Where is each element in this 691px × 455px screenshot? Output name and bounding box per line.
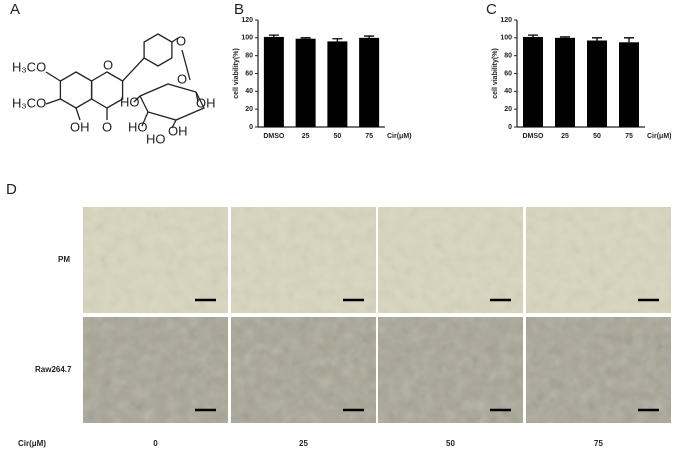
y-tick-label: 60 xyxy=(504,70,512,77)
atom-label: OH xyxy=(196,95,216,110)
atom-label: HO xyxy=(146,131,166,146)
error-bar xyxy=(624,37,634,43)
x-tick-label: 25 xyxy=(302,133,310,140)
y-tick-label: 100 xyxy=(241,35,253,42)
error-bar xyxy=(268,34,279,37)
x-axis-label: Cir(μM) xyxy=(387,133,412,140)
error-bar xyxy=(300,37,311,39)
error-bar xyxy=(364,35,375,38)
bar xyxy=(295,38,316,127)
y-tick-label: 40 xyxy=(504,88,512,95)
y-tick-label: 0 xyxy=(508,124,512,131)
y-tick-label: 120 xyxy=(500,17,512,24)
x-tick-label: 25 xyxy=(561,133,569,140)
structure-labels: H₃CO H₃CO OH O O O O HO OH HO HO OH xyxy=(12,33,216,146)
bar xyxy=(619,42,639,127)
column-label: 0 xyxy=(153,439,158,448)
atom-label: O xyxy=(102,119,112,134)
y-tick-label: 20 xyxy=(504,106,512,113)
atom-label: OH xyxy=(70,119,90,134)
x-tick-label: 50 xyxy=(333,133,341,140)
error-bar xyxy=(560,36,570,38)
micrograph-texture xyxy=(83,317,228,423)
atom-label: OH xyxy=(168,123,188,138)
x-tick-label: 50 xyxy=(593,133,601,140)
atom-label: O xyxy=(177,71,187,86)
error-bar xyxy=(528,34,538,37)
column-label: 75 xyxy=(594,439,603,448)
column-label: 25 xyxy=(299,439,308,448)
y-tick-label: 120 xyxy=(241,17,253,24)
row-label: PM xyxy=(58,255,70,264)
y-tick-label: 60 xyxy=(245,70,253,77)
atom-label: HO xyxy=(120,94,140,109)
x-tick-label: DMSO xyxy=(263,133,285,140)
panel-label: D xyxy=(6,181,17,198)
micrographs: PM Raw264.7 Cir(μM) 0 25 50 75 xyxy=(18,207,671,448)
x-tick-label: DMSO xyxy=(523,133,545,140)
bar xyxy=(587,40,607,128)
atom-label: H₃CO xyxy=(12,59,46,74)
atom-label: H₃CO xyxy=(12,95,46,110)
panel-label: A xyxy=(10,1,20,18)
atom-label: O xyxy=(176,33,186,48)
error-bar xyxy=(592,37,602,41)
bar xyxy=(523,36,543,127)
bar xyxy=(327,41,348,127)
chemical-structure xyxy=(45,33,205,129)
y-tick-label: 80 xyxy=(504,53,512,60)
column-label: 50 xyxy=(446,439,455,448)
bar xyxy=(263,36,284,127)
y-tick-label: 40 xyxy=(245,88,253,95)
atom-label: O xyxy=(103,57,113,72)
panel-label: C xyxy=(486,1,497,18)
micrograph-texture xyxy=(378,207,523,313)
micrograph-texture xyxy=(526,207,671,313)
y-axis-label: cell viability(%) xyxy=(492,48,499,99)
error-bar xyxy=(332,38,343,42)
y-tick-label: 80 xyxy=(245,53,253,60)
axis-label: Cir(μM) xyxy=(18,439,46,448)
micrograph-texture xyxy=(83,207,228,313)
x-tick-label: 75 xyxy=(365,133,373,140)
row-label: Raw264.7 xyxy=(35,365,72,374)
x-tick-label: 75 xyxy=(625,133,633,140)
y-axis-label: cell viability(%) xyxy=(233,48,240,99)
bar xyxy=(359,37,380,128)
y-tick-label: 100 xyxy=(500,35,512,42)
x-axis-label: Cir(μM) xyxy=(647,133,672,140)
micrograph-texture xyxy=(231,207,376,313)
micrograph-texture xyxy=(526,317,671,423)
charts: 0 20 40 60 80 100 120 cell viability(%) Cir(μM) D… xyxy=(233,17,672,140)
micrograph-texture xyxy=(231,317,376,423)
y-tick-label: 20 xyxy=(245,106,253,113)
bar xyxy=(555,37,575,128)
micrograph-texture xyxy=(378,317,523,423)
y-tick-label: 0 xyxy=(249,124,253,131)
panel-label: B xyxy=(234,1,244,18)
atom-label: HO xyxy=(128,119,148,134)
